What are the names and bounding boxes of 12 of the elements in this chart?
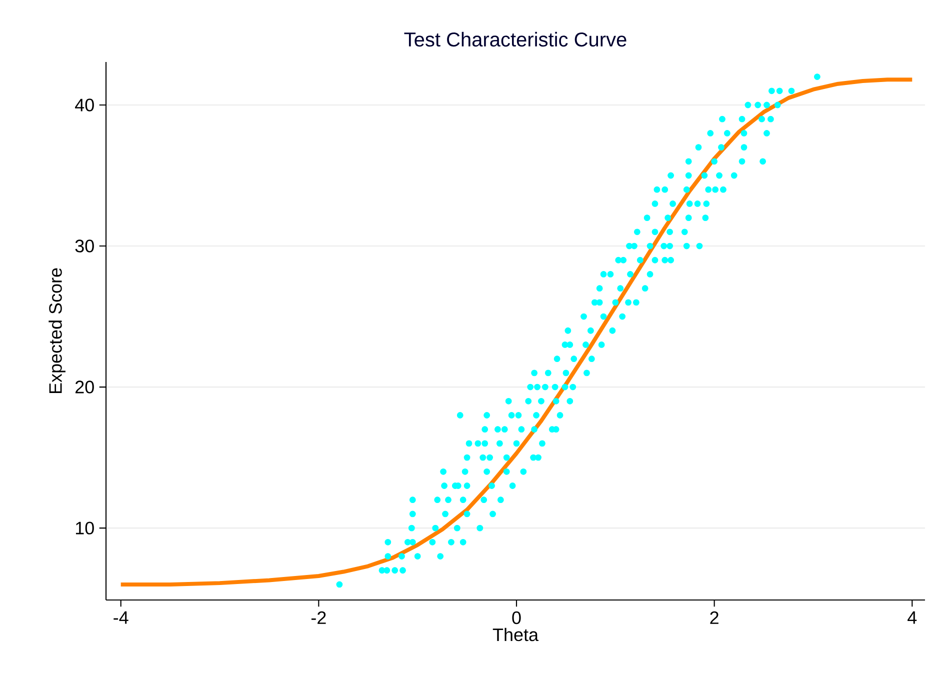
y-tick-label: 10 (76, 522, 94, 534)
chart-title: Test Characteristic Curve (404, 32, 626, 47)
y-axis-title: Expected Score (48, 268, 66, 394)
x-axis-title: Theta (492, 628, 539, 642)
x-tick-label: 4 (908, 611, 917, 624)
x-tick-label: 0 (512, 611, 521, 624)
x-tick-label: 2 (710, 611, 718, 624)
y-tick-label: 30 (75, 240, 94, 252)
x-tick-label: -2 (311, 611, 326, 624)
y-tick-label: 40 (75, 98, 94, 112)
y-tick-label: 20 (76, 380, 94, 394)
x-tick-label: -4 (114, 611, 128, 624)
